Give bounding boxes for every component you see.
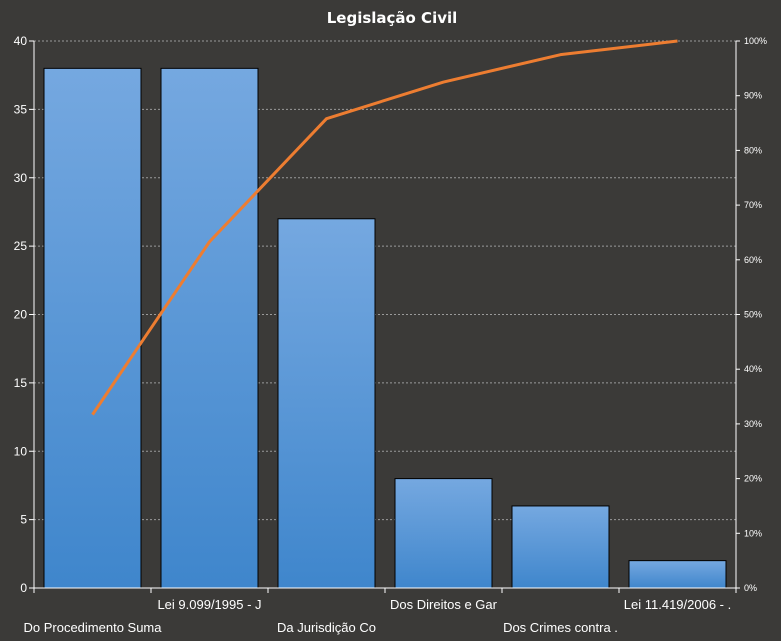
right-tick-label: 60% xyxy=(744,255,762,265)
bar-3 xyxy=(394,478,493,589)
x-tick-label: Do Procedimento Suma xyxy=(23,620,162,635)
left-tick-label: 0 xyxy=(20,581,27,595)
right-tick-label: 50% xyxy=(744,310,762,320)
x-tick-label: Dos Direitos e Gar xyxy=(390,597,498,612)
bars xyxy=(43,67,727,589)
left-tick-label: 15 xyxy=(14,376,28,390)
right-tick-label: 10% xyxy=(744,528,762,538)
left-y-axis: 0 5 10 15 20 25 30 35 40 xyxy=(14,34,35,595)
chart-title: Legislação Civil xyxy=(327,9,458,27)
left-tick-label: 10 xyxy=(14,444,28,458)
bar-2 xyxy=(277,218,376,589)
bar-4 xyxy=(511,505,610,589)
left-tick-label: 25 xyxy=(14,239,28,253)
right-y-axis: 0% 10% 20% 30% 40% 50% 60% 70% 80% 90% 100% xyxy=(735,36,767,593)
x-tick-label: Lei 9.099/1995 - J xyxy=(157,597,261,612)
x-tick-label: Da Jurisdição Co xyxy=(277,620,376,635)
x-tick-label: Lei 11.419/2006 - . xyxy=(624,597,731,612)
left-tick-label: 40 xyxy=(14,34,28,48)
left-tick-label: 20 xyxy=(14,308,28,322)
right-tick-label: 70% xyxy=(744,200,762,210)
x-tick-label: Dos Crimes contra . xyxy=(503,620,618,635)
bar-5 xyxy=(628,560,727,589)
gridlines xyxy=(34,40,736,521)
right-tick-label: 40% xyxy=(744,364,762,374)
left-tick-label: 30 xyxy=(14,171,28,185)
bar-0 xyxy=(43,67,142,589)
bar-1 xyxy=(160,67,259,589)
x-axis: Do Procedimento Suma Lei 9.099/1995 - J Da… xyxy=(23,587,737,635)
cumulative-polyline xyxy=(91,39,678,416)
right-tick-label: 0% xyxy=(744,583,757,593)
right-tick-label: 80% xyxy=(744,145,762,155)
right-tick-label: 30% xyxy=(744,419,762,429)
cumulative-line xyxy=(91,39,678,416)
right-tick-label: 100% xyxy=(744,36,767,46)
left-tick-label: 5 xyxy=(20,513,27,527)
right-tick-label: 90% xyxy=(744,91,762,101)
right-tick-label: 20% xyxy=(744,474,762,484)
left-tick-label: 35 xyxy=(14,102,28,116)
